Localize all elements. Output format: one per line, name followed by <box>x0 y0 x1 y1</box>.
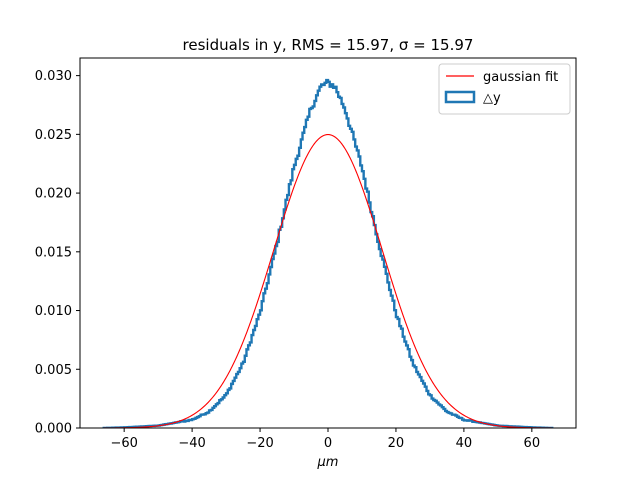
y-tick-label: 0.025 <box>35 128 72 143</box>
legend: gaussian fit △y <box>438 63 571 115</box>
x-tick-label: 0 <box>324 436 332 451</box>
chart-title: residuals in y, RMS = 15.97, σ = 15.97 <box>183 36 474 54</box>
y-tick-label: 0.000 <box>35 422 72 437</box>
y-tick-label: 0.005 <box>35 363 72 378</box>
legend-label-delta-y: △y <box>483 91 501 106</box>
x-tick-label: 40 <box>456 436 473 451</box>
y-axis: 0.000 0.005 0.010 0.015 0.020 0.025 0.030 <box>35 69 80 437</box>
x-tick-label: 20 <box>388 436 405 451</box>
histogram-delta-y <box>102 78 554 428</box>
x-tick-label: 60 <box>524 436 541 451</box>
y-tick-label: 0.015 <box>35 245 72 260</box>
series-layer <box>102 78 554 428</box>
legend-label-gaussian-fit: gaussian fit <box>483 70 558 85</box>
gaussian-fit-line <box>103 134 553 428</box>
x-tick-label: −60 <box>110 436 137 451</box>
y-tick-label: 0.030 <box>35 69 72 84</box>
x-tick-label: −20 <box>246 436 273 451</box>
y-tick-label: 0.010 <box>35 304 72 319</box>
y-tick-label: 0.020 <box>35 187 72 202</box>
x-axis: −60 −40 −20 0 20 40 60 <box>110 428 540 451</box>
x-axis-label: μm <box>317 455 339 470</box>
x-tick-label: −40 <box>178 436 205 451</box>
legend-swatch-delta-y <box>444 90 476 104</box>
